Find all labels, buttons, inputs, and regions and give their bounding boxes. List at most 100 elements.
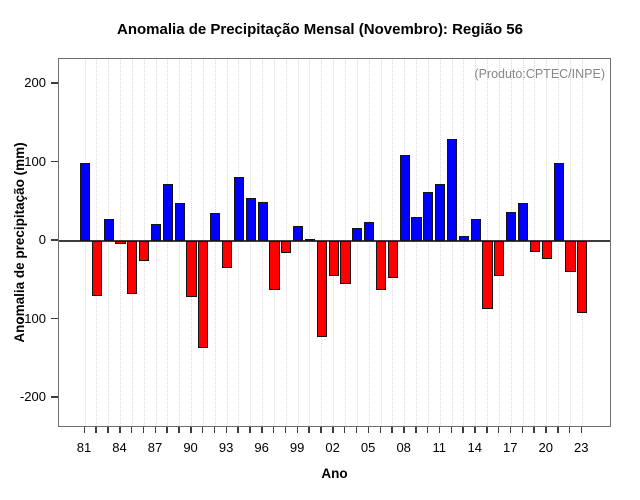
x-tick-2019 — [533, 427, 535, 433]
bar-1996 — [257, 201, 268, 241]
bar-1983 — [103, 219, 114, 241]
bar-2018 — [517, 202, 529, 241]
x-tick-label-2023: 23 — [574, 440, 589, 455]
x-tick-2000 — [308, 427, 310, 433]
gridline-2009 — [416, 59, 418, 426]
x-tick-2021 — [557, 427, 559, 433]
x-tick-label-2020: 20 — [538, 440, 553, 455]
y-axis-title: Anomalia de precipitação (mm) — [12, 142, 27, 343]
x-tick-2012 — [450, 427, 453, 433]
chart-title: Anomalia de Precipitação Mensal (Novembr… — [117, 21, 523, 38]
x-tick-label-1984: 84 — [112, 440, 127, 455]
bar-2008 — [399, 154, 410, 241]
x-tick-label-1999: 99 — [289, 440, 305, 455]
x-tick-label-2011: 11 — [432, 440, 446, 455]
y-tick-200 — [51, 82, 58, 84]
bar-1985 — [127, 241, 138, 295]
y-tick-100 — [51, 160, 58, 163]
gridline-2000 — [309, 59, 311, 426]
bar-2013 — [458, 236, 469, 241]
x-tick-2014 — [474, 427, 476, 433]
x-tick-1997 — [272, 427, 275, 433]
x-tick-2015 — [486, 427, 488, 433]
gridline-1995 — [250, 59, 252, 426]
x-tick-label-2005: 05 — [360, 440, 376, 455]
gridline-2005 — [368, 59, 370, 426]
gridline-2018 — [522, 59, 524, 426]
bar-2009 — [411, 216, 422, 241]
bar-2017 — [506, 211, 517, 241]
bar-1994 — [233, 176, 244, 241]
x-tick-2007 — [391, 427, 393, 433]
y-tick-0 — [51, 239, 58, 241]
bar-1981 — [79, 162, 91, 241]
bar-2023 — [577, 241, 588, 314]
x-tick-2013 — [462, 427, 464, 433]
bar-1988 — [162, 184, 173, 241]
x-tick-2022 — [568, 427, 571, 433]
bar-1993 — [221, 241, 233, 269]
x-tick-label-2014: 14 — [467, 440, 482, 455]
gridline-2012 — [451, 59, 453, 426]
gridline-2004 — [356, 59, 358, 426]
y-tick-label-100: 100 — [24, 153, 46, 169]
gridline-1992 — [214, 59, 216, 426]
x-tick-1983 — [107, 427, 109, 433]
y-tick-label-200: 200 — [24, 75, 46, 90]
gridline-2021 — [558, 59, 560, 426]
bar-2019 — [529, 241, 540, 252]
gridline-2008 — [404, 59, 406, 426]
bar-2000 — [304, 238, 316, 241]
y-tick-label--100: -100 — [19, 310, 46, 326]
x-tick-1998 — [284, 427, 287, 433]
plot-area: (Produto:CPTEC/INPE) — [58, 58, 611, 427]
x-tick-1992 — [213, 427, 216, 433]
bar-1992 — [210, 212, 221, 241]
gridline-1981 — [84, 59, 86, 426]
x-tick-2008 — [403, 427, 405, 433]
bar-1999 — [293, 226, 304, 241]
x-tick-2001 — [320, 427, 322, 433]
bar-2015 — [482, 241, 493, 309]
x-tick-1985 — [130, 427, 133, 433]
x-tick-label-1981: 81 — [76, 440, 92, 455]
y-tick--100 — [51, 317, 58, 320]
x-tick-1984 — [119, 427, 121, 433]
y-tick-label--200: -200 — [19, 389, 46, 404]
x-tick-1987 — [154, 427, 157, 433]
x-tick-2002 — [332, 427, 334, 433]
bar-2004 — [352, 228, 363, 241]
x-axis-title: Ano — [321, 466, 348, 481]
bar-1982 — [91, 241, 102, 296]
x-tick-label-2017: 17 — [503, 440, 518, 455]
x-tick-1982 — [95, 427, 97, 433]
bar-1984 — [115, 241, 126, 245]
x-tick-2011 — [438, 427, 441, 433]
x-tick-1999 — [296, 427, 299, 433]
x-tick-2004 — [355, 427, 358, 433]
bar-2014 — [470, 219, 481, 241]
gridline-1983 — [108, 59, 110, 426]
x-tick-2020 — [545, 427, 547, 433]
x-tick-2003 — [343, 427, 346, 433]
gridline-1987 — [155, 59, 157, 426]
x-tick-2005 — [367, 427, 370, 433]
x-tick-1994 — [237, 427, 239, 433]
x-tick-1988 — [166, 427, 168, 433]
x-tick-1995 — [249, 427, 251, 433]
x-tick-2018 — [521, 427, 524, 433]
x-tick-label-2002: 02 — [325, 440, 340, 455]
x-tick-1991 — [201, 427, 204, 433]
x-tick-2023 — [580, 427, 583, 433]
x-tick-1986 — [142, 427, 145, 433]
bar-1986 — [139, 241, 150, 261]
gridline-2013 — [463, 59, 465, 426]
bar-1995 — [245, 197, 256, 241]
bar-1990 — [186, 241, 197, 297]
bar-2010 — [423, 192, 434, 241]
x-tick-1993 — [225, 427, 228, 433]
gridline-1994 — [238, 59, 240, 426]
x-tick-1990 — [190, 427, 192, 433]
x-tick-2006 — [379, 427, 381, 433]
